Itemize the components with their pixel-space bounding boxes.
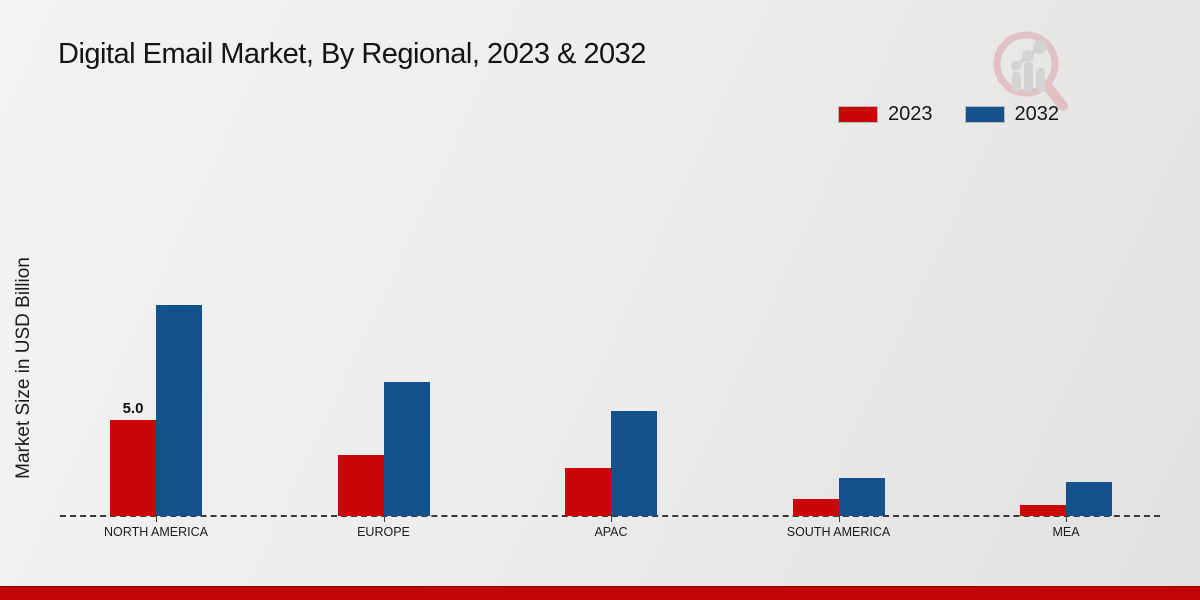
- x-axis-label-apac: APAC: [594, 525, 628, 539]
- bar-2023-europe: [337, 454, 384, 516]
- x-axis-baseline: [60, 515, 1160, 517]
- legend-item-2023: 2023: [838, 103, 933, 126]
- legend-label-2023: 2023: [888, 103, 933, 125]
- chart-title: Digital Email Market, By Regional, 2023 …: [58, 38, 646, 70]
- x-axis-tick-south-america: [838, 516, 840, 522]
- bar-2023-mea: [1020, 504, 1066, 516]
- bar-2032-south-america: [838, 477, 885, 516]
- bar-2032-mea: [1066, 481, 1112, 516]
- legend-swatch-2023: [838, 106, 878, 123]
- x-axis-tick-north-america: [156, 516, 157, 522]
- bar-2023-south-america: [792, 498, 839, 516]
- legend: 2023 2032: [838, 103, 1059, 126]
- legend-label-2032: 2032: [1014, 103, 1060, 125]
- brand-watermark-logo: [988, 26, 1072, 114]
- legend-swatch-2032: [964, 106, 1005, 123]
- bar-2023-apac: [565, 468, 611, 516]
- legend-item-2032: 2032: [964, 103, 1060, 126]
- footer-accent-bar: [0, 586, 1200, 600]
- bar-2032-north-america: [156, 305, 202, 516]
- x-axis-label-europe: EUROPE: [357, 525, 410, 539]
- magnifier-chart-logo-icon: [993, 31, 1068, 111]
- x-axis-label-mea: MEA: [1052, 525, 1080, 539]
- x-axis-label-north-america: NORTH AMERICA: [104, 525, 208, 539]
- x-axis-label-south-america: SOUTH AMERICA: [786, 525, 891, 539]
- x-axis-tick-apac: [611, 516, 612, 522]
- bar-2023-north-america: [110, 420, 156, 516]
- x-axis-tick-mea: [1066, 516, 1067, 522]
- data-label-2023-north-america: 5.0: [122, 400, 144, 418]
- bar-2032-apac: [611, 410, 657, 516]
- bar-2032-europe: [383, 381, 430, 516]
- x-axis-tick-europe: [383, 516, 385, 522]
